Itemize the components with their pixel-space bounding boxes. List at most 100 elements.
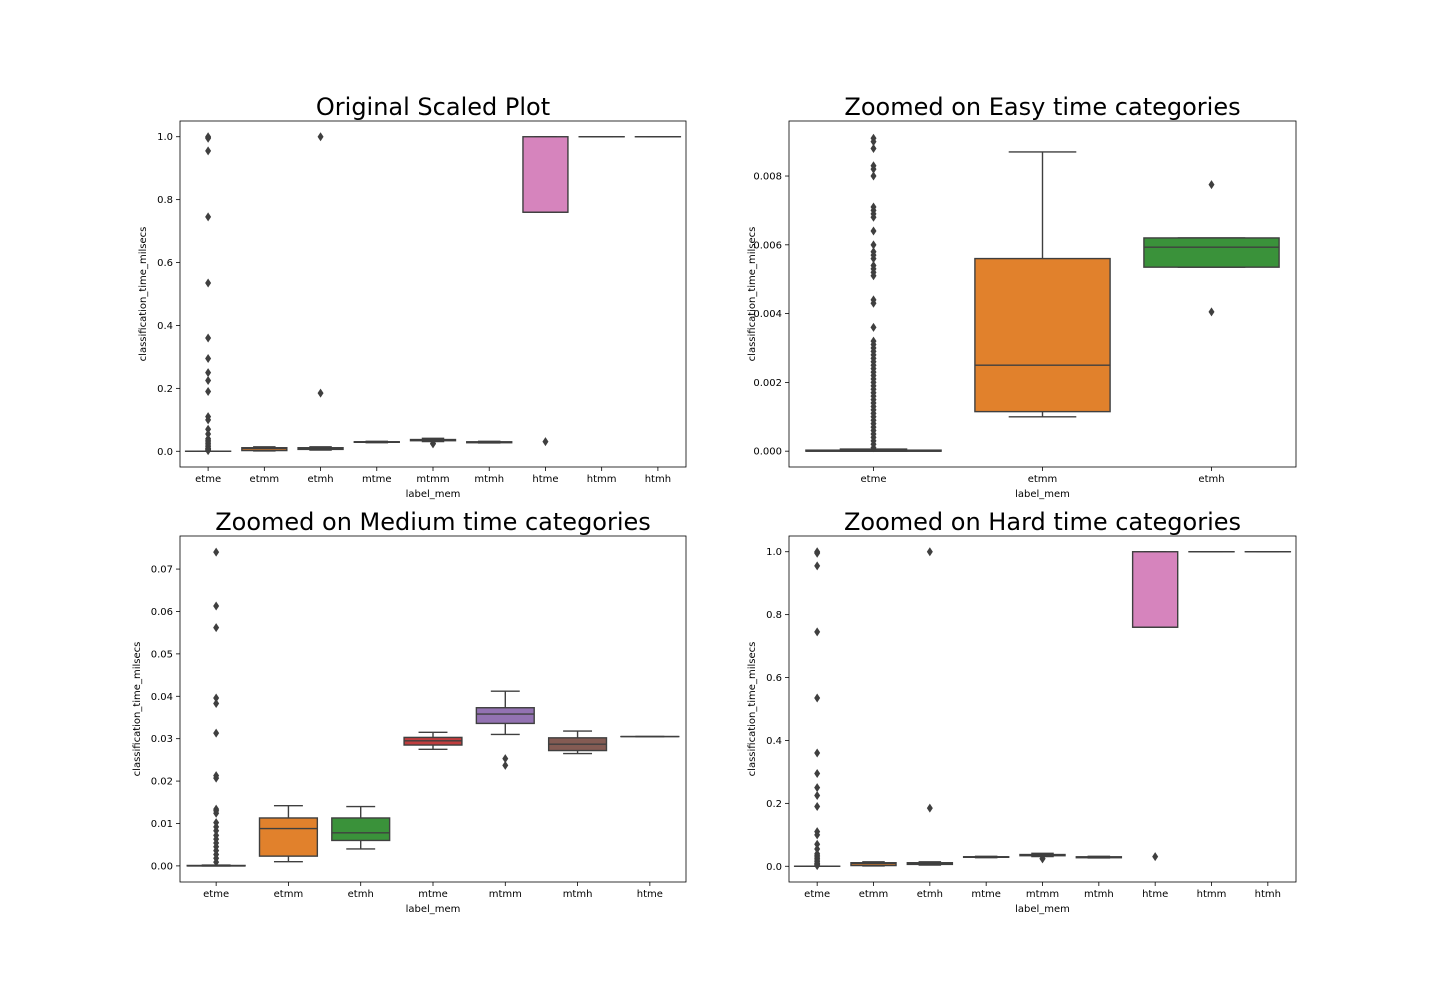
outlier-point [814, 561, 821, 571]
outlier-point [814, 861, 821, 871]
outlier-point [205, 146, 212, 156]
x-tick-label: htmm [587, 474, 617, 485]
box-mtmm [475, 690, 535, 770]
x-tick-label: htme [637, 889, 663, 900]
x-tick-label: mtmh [1084, 889, 1114, 900]
outlier-point [205, 387, 212, 397]
outlier-point [317, 388, 324, 398]
x-tick-label: htmm [1197, 889, 1227, 900]
outlier-point [870, 164, 877, 174]
outlier-point [814, 783, 821, 793]
box-etmh [906, 547, 954, 866]
y-axis-label: classification_time_milsecs [747, 642, 758, 777]
outlier-point [213, 728, 220, 738]
outlier-point [870, 443, 877, 453]
outlier-point [1208, 307, 1215, 317]
box-body [1143, 237, 1280, 268]
outlier-point [814, 844, 821, 854]
outlier-point [502, 754, 509, 764]
box-mtmh [547, 730, 608, 755]
box-etmh [1143, 180, 1280, 317]
outlier-point [205, 429, 212, 439]
box-body [1131, 551, 1179, 628]
outlier-point [213, 773, 220, 783]
x-tick-label: htmh [645, 474, 671, 485]
outlier-point [870, 171, 877, 181]
x-tick-label: etmh [1198, 474, 1224, 485]
outlier-point [870, 271, 877, 281]
x-tick-label: mtme [418, 889, 448, 900]
y-tick-label: 0.004 [753, 309, 782, 320]
subplot-4: 0.0 0.2 0.4 0.6 0.8 1.0 etme etmm etmh mtme mtmm mt… [747, 508, 1297, 915]
box-body [974, 257, 1111, 413]
y-tick-label: 0.8 [766, 610, 782, 621]
x-tick-label: htme [1142, 889, 1168, 900]
box-mtmm [409, 437, 457, 449]
outlier-point [814, 802, 821, 812]
x-tick-label: etme [203, 889, 229, 900]
box-mtme [962, 855, 1010, 859]
y-tick-label: 0.4 [766, 736, 782, 747]
outlier-point [205, 212, 212, 222]
outlier-point [317, 132, 324, 142]
y-axis-label: classification_time_milsecs [138, 227, 149, 362]
outlier-point [926, 803, 933, 813]
outlier-point [205, 368, 212, 378]
y-tick-label: 0.8 [157, 195, 173, 206]
box-body [258, 817, 319, 857]
x-tick-label: etmh [348, 889, 374, 900]
outlier-point [1208, 180, 1215, 190]
box-etmm [974, 151, 1111, 418]
x-axis-label: label_mem [1015, 489, 1070, 500]
chart-title: Original Scaled Plot [316, 93, 550, 121]
outlier-point [926, 547, 933, 557]
box-etmh [331, 805, 391, 850]
y-tick-label: 0.000 [753, 447, 782, 458]
box-mtmh [1075, 855, 1123, 859]
y-tick-label: 0.07 [151, 565, 173, 576]
outlier-point [205, 415, 212, 425]
x-tick-label: etmh [307, 474, 333, 485]
box-htme [522, 136, 569, 447]
outlier-point [205, 333, 212, 343]
x-axis-label: label_mem [406, 904, 461, 915]
outlier-point [205, 424, 212, 434]
x-tick-label: etmm [859, 889, 889, 900]
outlier-point [814, 548, 821, 558]
axes-frame [179, 535, 687, 883]
y-tick-label: 0.4 [157, 321, 173, 332]
x-tick-label: etme [861, 474, 887, 485]
chart-title: Zoomed on Medium time categories [215, 508, 651, 536]
y-tick-label: 0.6 [157, 258, 173, 269]
x-tick-label: mtmh [563, 889, 593, 900]
y-tick-label: 0.008 [753, 172, 782, 183]
box-body [475, 707, 535, 725]
y-tick-label: 0.2 [766, 799, 782, 810]
y-tick-label: 0.03 [151, 734, 173, 745]
outlier-point [870, 322, 877, 332]
chart-title: Zoomed on Hard time categories [844, 508, 1241, 536]
box-etme [793, 547, 841, 871]
y-tick-label: 1.0 [766, 547, 782, 558]
x-tick-label: mtme [362, 474, 392, 485]
outlier-point [213, 808, 220, 818]
y-tick-label: 0.06 [151, 607, 173, 618]
outlier-point [814, 839, 821, 849]
outlier-point [1039, 854, 1046, 864]
outlier-point [213, 623, 220, 633]
y-axis-label: classification_time_milsecs [132, 642, 143, 777]
x-tick-label: etmm [1028, 474, 1058, 485]
x-tick-label: htmh [1255, 889, 1281, 900]
x-tick-label: etmm [274, 889, 304, 900]
x-tick-label: etme [804, 889, 830, 900]
outlier-point [542, 437, 549, 447]
y-tick-label: 0.2 [157, 384, 173, 395]
subplot-grid: 0.0 0.2 0.4 0.6 0.8 1.0 etme etmm etmh mtme mtmm mt… [132, 93, 1297, 915]
box-mtme [403, 731, 463, 750]
outlier-point [870, 298, 877, 308]
outlier-point [205, 353, 212, 363]
box-etmm [258, 804, 319, 863]
box-etmm [850, 861, 897, 867]
outlier-point [1152, 852, 1159, 862]
